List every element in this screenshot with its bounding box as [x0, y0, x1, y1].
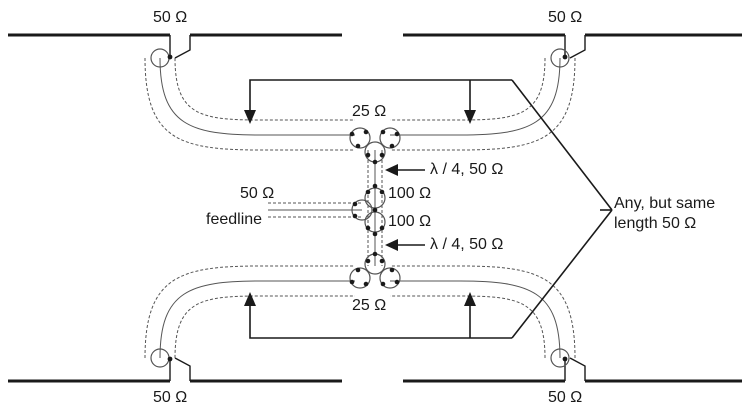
- feed-drops: [169, 35, 586, 381]
- top-right-impedance-label: 50 Ω: [548, 9, 583, 26]
- annotation-line-1: Any, but same: [614, 195, 716, 212]
- lower-stub-impedance-label: 100 Ω: [388, 213, 432, 230]
- coax-runs: [144, 57, 576, 359]
- upper-stub-impedance-label: 100 Ω: [388, 185, 432, 202]
- top-junction-impedance-label: 25 Ω: [352, 103, 387, 120]
- cable-length-annotation: Any, but same length 50 Ω: [614, 194, 715, 234]
- top-left-impedance-label: 50 Ω: [153, 9, 188, 26]
- arrowheads: [244, 110, 476, 306]
- upper-quarter-wave-label: λ / 4, 50 Ω: [430, 161, 504, 178]
- center-junction: [351, 183, 386, 237]
- annotation-line-2: length 50 Ω: [614, 215, 697, 232]
- lower-quarter-wave-label: λ / 4, 50 Ω: [430, 236, 504, 253]
- bottom-junction-impedance-label: 25 Ω: [352, 297, 387, 314]
- length-brackets: [249, 79, 613, 339]
- bottom-left-impedance-label: 50 Ω: [153, 389, 188, 406]
- bottom-right-impedance-label: 50 Ω: [548, 389, 583, 406]
- top-junction: [349, 127, 401, 165]
- antenna-elements: [8, 33, 742, 383]
- feedline-label: feedline: [206, 211, 263, 228]
- feedline-impedance-label: 50 Ω: [240, 185, 275, 202]
- bottom-junction: [349, 251, 401, 289]
- feed-connectors: [150, 48, 570, 368]
